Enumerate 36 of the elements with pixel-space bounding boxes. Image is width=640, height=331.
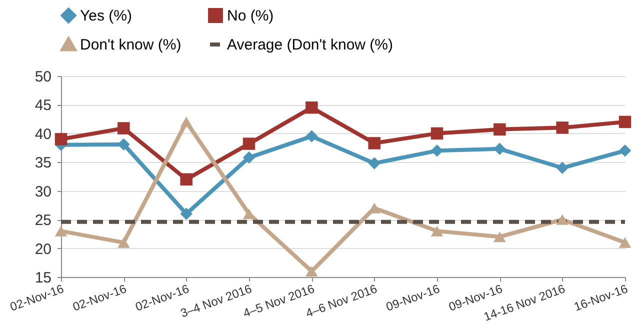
legend-label: Yes (%)	[80, 8, 132, 25]
point	[118, 237, 130, 248]
point	[430, 127, 444, 140]
point	[556, 162, 568, 174]
point	[306, 101, 318, 114]
point	[494, 231, 506, 242]
y-tick-label: 20	[34, 240, 52, 258]
legend-label: Don't know (%)	[80, 36, 182, 54]
point	[242, 151, 256, 164]
point	[618, 116, 632, 128]
y-tick-label: 25	[34, 212, 52, 230]
legend-label: No (%)	[227, 8, 274, 25]
point	[180, 116, 192, 128]
point	[306, 266, 318, 277]
point	[368, 157, 380, 170]
legend-label: Average (Don't know (%)	[227, 36, 393, 54]
point	[494, 123, 506, 136]
point	[618, 144, 632, 157]
y-tick-label: 15	[34, 270, 52, 286]
y-tick-label: 50	[34, 68, 52, 86]
y-tick-label: 40	[34, 126, 52, 143]
point	[306, 130, 318, 142]
point	[54, 226, 68, 236]
point	[556, 122, 568, 134]
point	[54, 133, 68, 146]
y-tick-label: 35	[34, 154, 52, 172]
y-tick-label: 30	[34, 183, 52, 200]
point	[180, 208, 192, 220]
point	[430, 226, 444, 236]
point	[618, 237, 632, 248]
y-tick-label: 45	[34, 97, 52, 114]
point	[118, 122, 130, 134]
point	[368, 137, 380, 150]
point	[242, 138, 256, 150]
point	[556, 214, 568, 225]
point	[180, 173, 192, 186]
